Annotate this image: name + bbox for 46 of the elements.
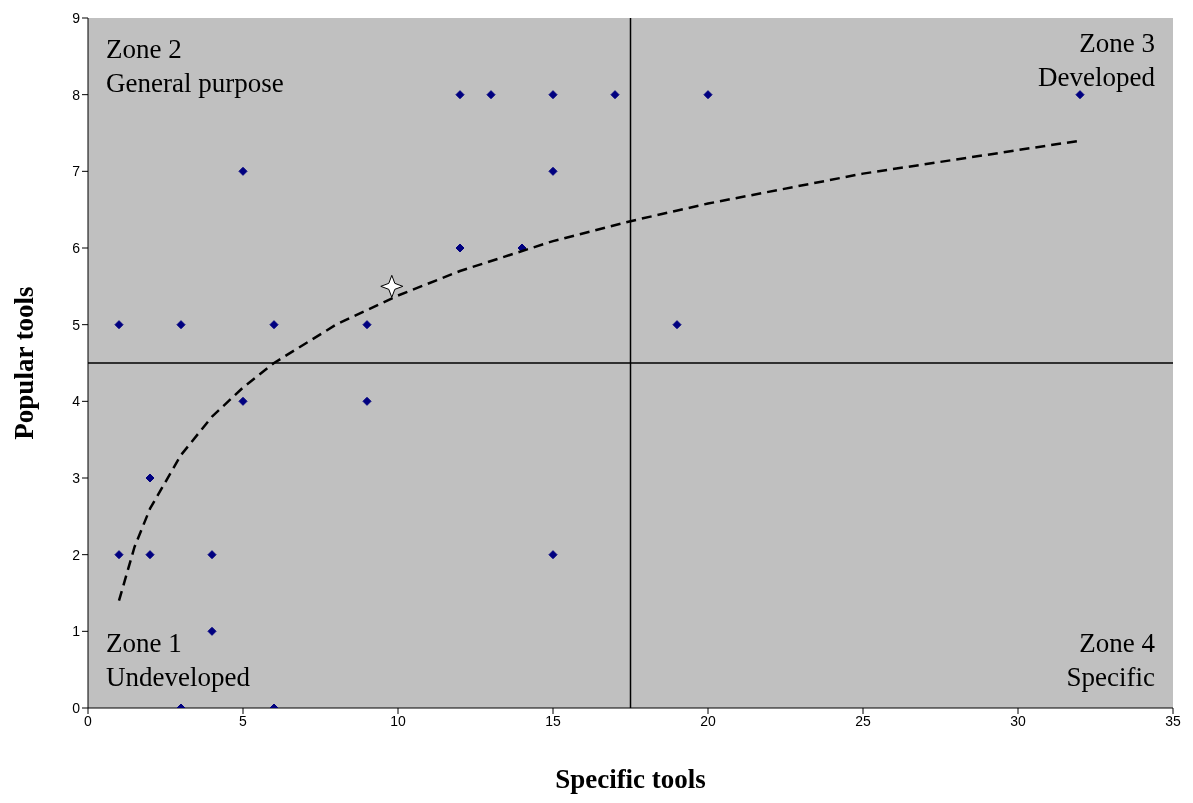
point <box>362 396 372 406</box>
point <box>455 90 465 100</box>
x-tick-label: 10 <box>390 712 406 729</box>
point <box>145 473 155 483</box>
y-axis-title: Popular tools <box>8 286 39 440</box>
x-tick-label: 25 <box>855 712 871 729</box>
point <box>207 626 217 636</box>
point <box>610 90 620 100</box>
point <box>176 320 186 330</box>
x-tick-label: 0 <box>84 712 93 729</box>
y-tick-label: 5 <box>72 316 81 333</box>
point <box>114 550 124 560</box>
point <box>380 274 404 298</box>
y-tick-label: 7 <box>72 163 81 180</box>
annotation: Zone 3 Developed <box>1038 27 1155 94</box>
y-tick-label: 4 <box>72 393 81 410</box>
x-tick-label: 35 <box>1165 712 1181 729</box>
point <box>238 396 248 406</box>
x-tick-label: 5 <box>239 712 248 729</box>
annotation: Zone 2 General purpose <box>106 33 284 100</box>
y-tick-label: 2 <box>72 546 81 563</box>
point <box>486 90 496 100</box>
point <box>207 550 217 560</box>
x-tick-label: 15 <box>545 712 561 729</box>
point <box>455 243 465 253</box>
point <box>548 550 558 560</box>
point <box>548 166 558 176</box>
point <box>114 320 124 330</box>
point <box>362 320 372 330</box>
point <box>672 320 682 330</box>
annotation: Zone 1 Undeveloped <box>106 627 250 694</box>
point <box>145 550 155 560</box>
point <box>269 320 279 330</box>
y-tick-label: 1 <box>72 623 81 640</box>
y-tick-label: 9 <box>72 9 81 26</box>
annotation: Zone 4 Specific <box>1066 627 1155 694</box>
y-tick-label: 8 <box>72 86 81 103</box>
point <box>238 166 248 176</box>
point <box>703 90 713 100</box>
x-axis-title: Specific tools <box>555 764 706 794</box>
y-tick-label: 6 <box>72 239 81 256</box>
x-tick-label: 20 <box>700 712 716 729</box>
y-tick-label: 0 <box>72 699 81 716</box>
x-tick-label: 30 <box>1010 712 1026 729</box>
y-tick-label: 3 <box>72 469 81 486</box>
point <box>548 90 558 100</box>
